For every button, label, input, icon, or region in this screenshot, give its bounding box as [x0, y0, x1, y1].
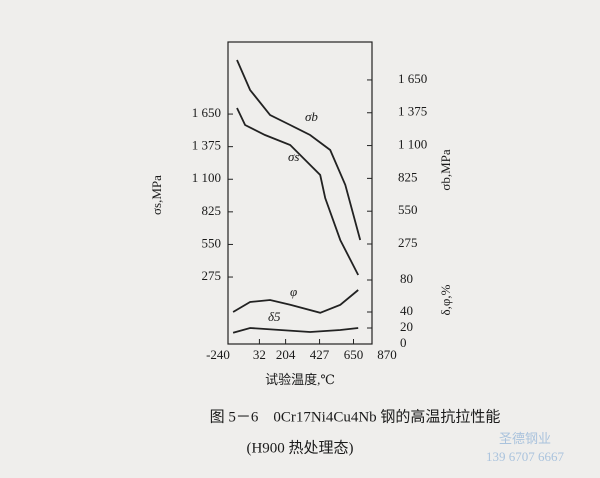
- x-tick-label: 427: [310, 347, 330, 362]
- y3-tick-label: 80: [400, 271, 413, 286]
- y-tick-label: 1 100: [192, 170, 221, 185]
- plot-frame: [227, 41, 373, 345]
- y-tick-label: 1 375: [192, 138, 221, 153]
- series-label: φ: [290, 284, 297, 299]
- y2-axis-label: σb,MPa: [438, 149, 453, 191]
- x-tick-label: -240: [206, 347, 230, 362]
- x-tick-label: 204: [276, 347, 296, 362]
- y2-tick-label: 1 100: [398, 137, 427, 152]
- caption: 图 5－6 0Cr17Ni4Cu4Nb 钢的高温抗拉性能: [210, 408, 501, 425]
- y2-tick-label: 1 650: [398, 71, 427, 86]
- watermark: 139 6707 6667: [486, 449, 565, 464]
- series-line: [236, 59, 362, 241]
- x-tick-label: 870: [377, 347, 397, 362]
- subcaption: (H900 热处理态): [246, 439, 353, 456]
- y2-tick-label: 1 375: [398, 104, 427, 119]
- series-label: σs: [288, 149, 299, 164]
- x-axis-label: 试验温度,℃: [265, 372, 335, 387]
- y-tick-label: 550: [202, 235, 222, 250]
- series-label: σb: [305, 109, 318, 124]
- y2-tick-label: 550: [398, 202, 418, 217]
- y3-axis-label: δ,φ,%: [438, 284, 453, 315]
- y3-tick-label: 20: [400, 319, 413, 334]
- y-tick-label: 1 650: [192, 105, 221, 120]
- y-tick-label: 275: [202, 268, 222, 283]
- y3-tick-label: 0: [400, 335, 407, 350]
- y3-tick-label: 40: [400, 303, 413, 318]
- y-tick-label: 825: [202, 203, 222, 218]
- series-line: [236, 107, 360, 276]
- series-line: [232, 327, 359, 334]
- y2-tick-label: 825: [398, 169, 418, 184]
- series-line: [232, 289, 359, 314]
- series-label: δ5: [268, 309, 281, 324]
- x-tick-label: 650: [344, 347, 364, 362]
- y2-tick-label: 275: [398, 235, 418, 250]
- y-axis-label: σs,MPa: [149, 175, 164, 215]
- watermark: 圣德钢业: [499, 431, 551, 446]
- x-tick-label: 32: [253, 347, 266, 362]
